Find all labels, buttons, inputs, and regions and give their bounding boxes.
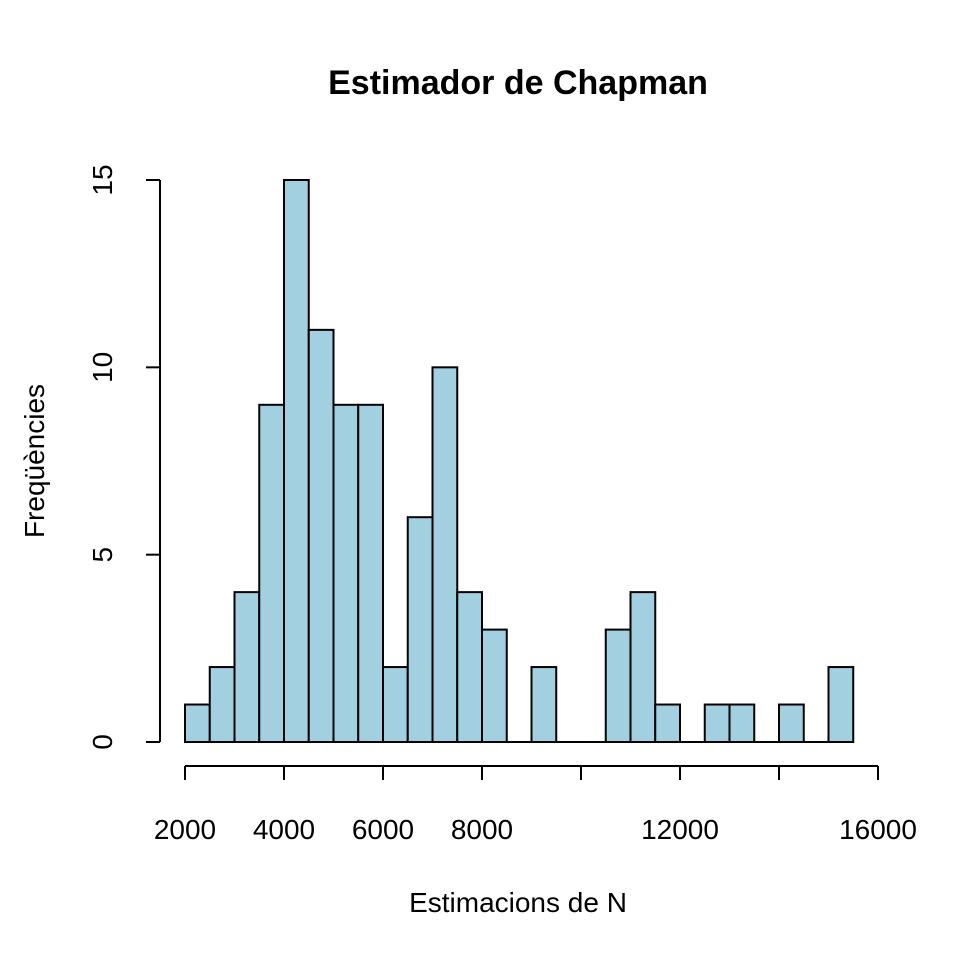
- chart-title: Estimador de Chapman: [328, 64, 708, 102]
- x-tick-label: 2000: [154, 814, 216, 845]
- histogram-bar: [357, 403, 384, 743]
- histogram-bar: [184, 703, 211, 743]
- histogram-bar: [283, 179, 310, 743]
- histogram-bar: [332, 403, 360, 743]
- y-tick-label: 0: [87, 734, 118, 750]
- y-axis: 0 5 10 15: [87, 164, 161, 750]
- x-tick-label: 16000: [839, 814, 917, 845]
- x-tick-label: 12000: [641, 814, 719, 845]
- histogram-bar: [703, 703, 731, 743]
- histogram-bar: [481, 628, 508, 743]
- histogram-bar: [307, 328, 335, 743]
- bars-group: [184, 179, 855, 744]
- histogram-bar: [208, 666, 236, 743]
- x-tick-label: 6000: [352, 814, 414, 845]
- histogram-bar: [778, 703, 805, 743]
- x-tick-label: 8000: [451, 814, 513, 845]
- histogram-bar: [654, 703, 681, 743]
- x-axis: 2000 4000 6000 8000 12000 16000: [154, 765, 917, 845]
- histogram-bar: [382, 666, 409, 743]
- histogram-bar: [431, 366, 459, 743]
- histogram-bar: [406, 516, 434, 744]
- histogram-bar: [258, 403, 285, 743]
- histogram-bar: [530, 666, 558, 743]
- histogram-bar: [456, 591, 483, 744]
- y-tick-label: 5: [87, 547, 118, 563]
- x-tick-label: 4000: [253, 814, 315, 845]
- y-axis-label: Freqüències: [19, 384, 50, 538]
- x-axis-label: Estimacions de N: [409, 887, 627, 918]
- y-tick-label: 15: [87, 164, 118, 195]
- histogram-bar: [728, 703, 756, 743]
- histogram-bar: [604, 628, 632, 743]
- y-tick-label: 10: [87, 352, 118, 383]
- histogram-bar: [827, 666, 855, 743]
- histogram-bar: [233, 591, 261, 744]
- histogram-bar: [629, 591, 657, 744]
